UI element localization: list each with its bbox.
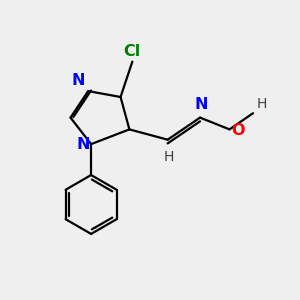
Text: N: N xyxy=(72,73,85,88)
Text: H: H xyxy=(164,150,174,164)
Text: Cl: Cl xyxy=(124,44,141,59)
Text: N: N xyxy=(76,136,90,152)
Text: N: N xyxy=(195,97,208,112)
Text: H: H xyxy=(256,97,267,111)
Text: O: O xyxy=(231,123,244,138)
